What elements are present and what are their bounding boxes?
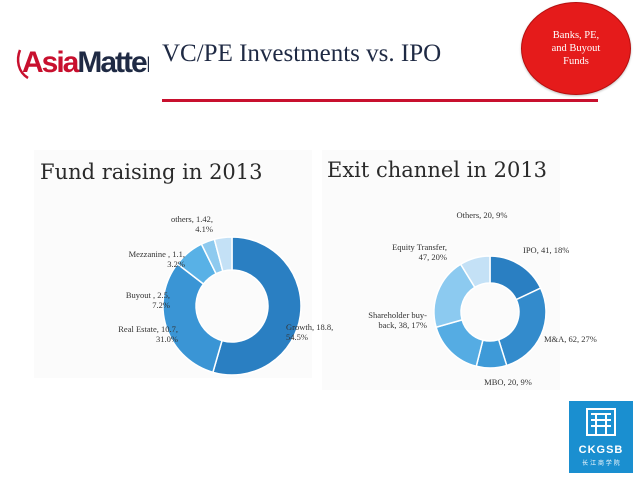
donut-1-label-4: Equity Transfer, 47, 20%: [392, 242, 447, 262]
donut-0-label-2: Buyout , 2.5, 7.2%: [126, 290, 170, 310]
badge-banks-pe-buyout: Banks, PE, and Buyout Funds: [521, 2, 631, 95]
donut-1-label-3: Shareholder buy-back, 38, 17%: [368, 310, 427, 330]
donut-1-slice-1: [497, 287, 547, 367]
donut-1-label-2: MBO, 20, 9%: [484, 377, 532, 387]
ckgsb-emblem-icon: [586, 408, 616, 436]
ckgsb-logo: CKGSB 长 江 商 学 院: [569, 401, 633, 473]
title-divider: [162, 99, 598, 102]
logo-swoosh-icon: [16, 49, 29, 80]
donut-0-label-0: Growth, 18.8, 54.5%: [286, 322, 333, 342]
asia-matters-logo: AsiaMatters: [16, 46, 149, 80]
donut-0: Growth, 18.8, 54.5% Real Estate, 10.7, 31.0…: [118, 214, 333, 376]
ckgsb-subtitle: 长 江 商 学 院: [582, 459, 620, 467]
donut-0-label-1: Real Estate, 10.7, 31.0%: [118, 324, 178, 344]
donut-1-slice-5: [459, 255, 491, 289]
donut-1-label-0: IPO, 41, 18%: [523, 245, 569, 255]
donut-0-slice-1: [162, 262, 223, 374]
donut-0-slice-4: [213, 236, 233, 273]
donut-0-label-3: Mezzanine , 1.1, 3.2%: [129, 249, 185, 269]
fund-raising-title: Fund raising in 2013: [40, 160, 263, 184]
slide-title: VC/PE Investments vs. IPO: [162, 40, 442, 67]
donut-0-slice-0: [211, 236, 302, 376]
exit-channel-title: Exit channel in 2013: [327, 158, 548, 182]
donut-1-slice-3: [435, 318, 484, 368]
donut-1-label-1: M&A, 62, 27%: [544, 334, 597, 344]
logo-text-asia: Asia: [22, 46, 80, 79]
ckgsb-name: CKGSB: [579, 444, 624, 456]
logo-text-matters: Matters: [77, 46, 149, 79]
donut-1-label-5: Others, 20, 9%: [457, 210, 508, 220]
donut-0-label-4: others, 1.42, 4.1%: [171, 214, 213, 234]
badge-text: Banks, PE, and Buyout Funds: [551, 30, 601, 67]
donut-1: IPO, 41, 18% M&A, 62, 27% MBO, 20, 9% Share…: [368, 210, 597, 387]
svg-text:AsiaMatters: AsiaMatters: [22, 46, 149, 79]
